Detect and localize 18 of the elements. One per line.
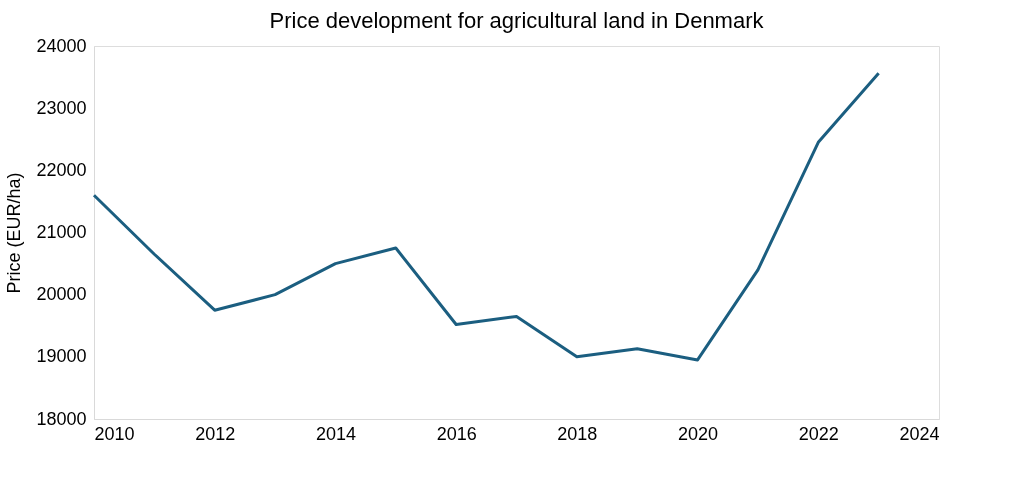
line-series	[92, 71, 881, 362]
y-tick-label: 21000	[36, 222, 87, 242]
y-tick-label: 23000	[36, 97, 87, 118]
x-tick-label: 2016	[436, 423, 477, 444]
y-tick-label: 19000	[36, 346, 87, 367]
y-tick-label: 24000	[36, 35, 87, 56]
y-axis-title: Price (EUR/ha)	[4, 172, 25, 294]
x-tick-label: 2014	[315, 423, 356, 444]
chart-title: Price development for agricultural land in Denmark	[269, 8, 765, 33]
x-tick-label: 2022	[798, 423, 839, 444]
y-tick-label: 20000	[36, 284, 87, 305]
x-tick-label: 2020	[678, 423, 719, 444]
x-tick-label: 2024	[899, 423, 940, 444]
x-tick-label: 2010	[94, 423, 135, 444]
y-tick-label: 18000	[36, 408, 87, 429]
x-tick-label: 2018	[557, 423, 598, 444]
x-tick-label: 2012	[195, 423, 236, 444]
y-tick-label: 22000	[36, 159, 87, 180]
